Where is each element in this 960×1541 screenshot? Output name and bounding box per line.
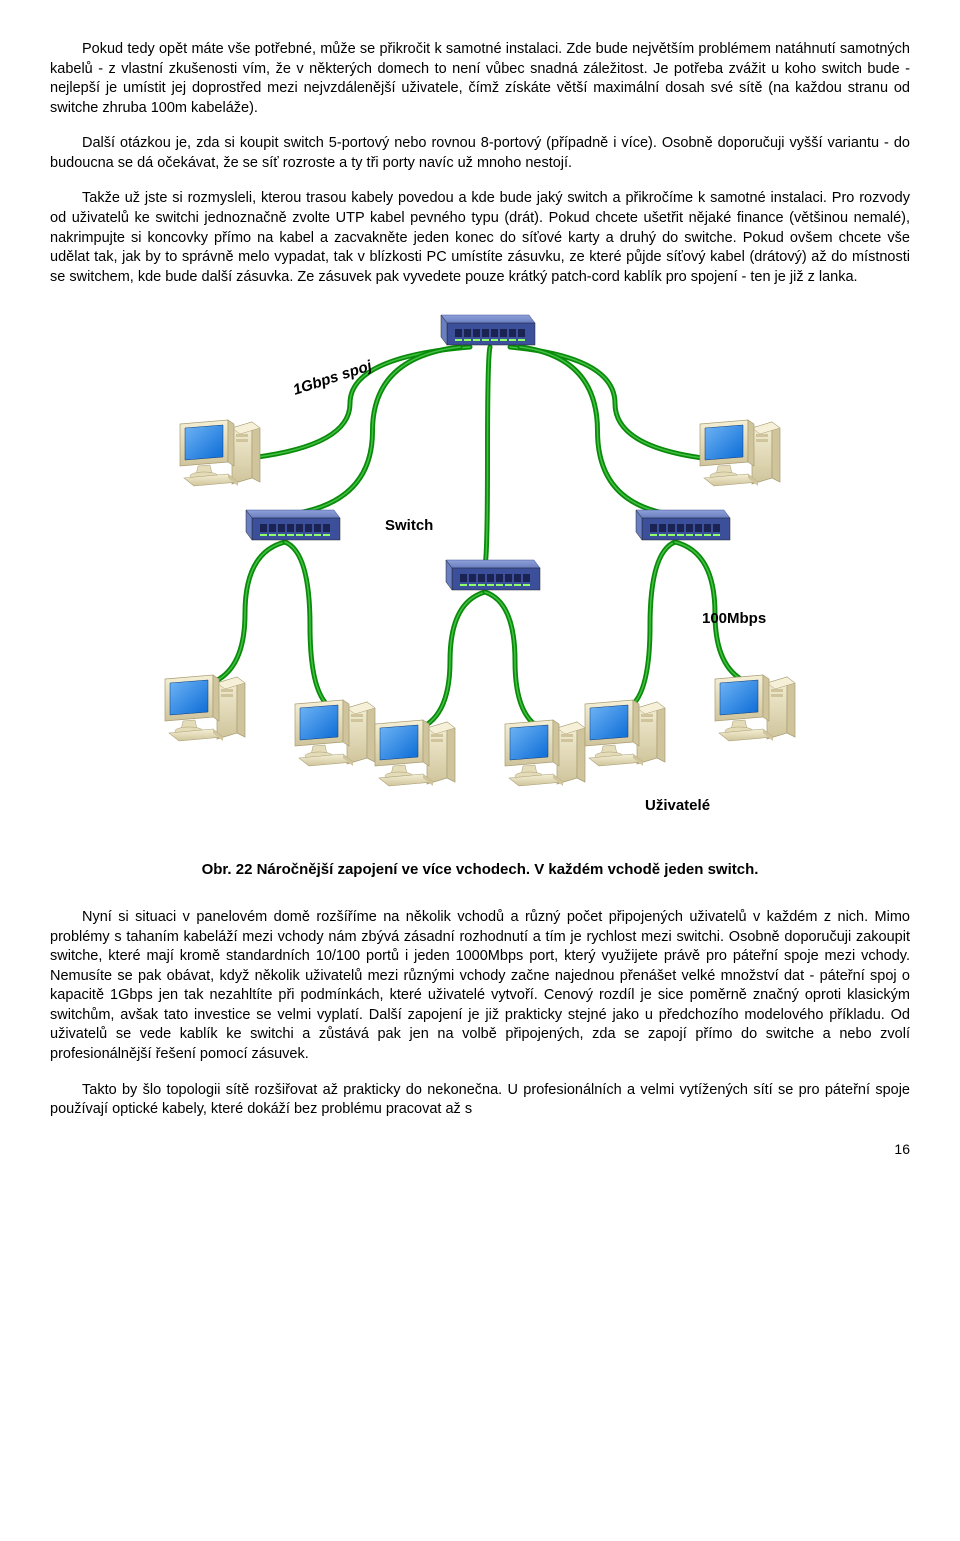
page-number: 16	[50, 1140, 910, 1159]
computer-icon	[505, 720, 585, 786]
paragraph-2: Další otázkou je, zda si koupit switch 5…	[50, 134, 910, 173]
computer-icon	[375, 720, 455, 786]
computer-icon	[165, 675, 245, 741]
computer-icon	[180, 420, 260, 486]
computer-icon	[295, 700, 375, 766]
switch-icon	[441, 315, 535, 345]
computer-icon	[700, 420, 780, 486]
network-diagram: 1Gbps spojSwitch100MbpsUživatelé	[140, 305, 820, 842]
switch-icon	[636, 510, 730, 540]
computer-icon	[585, 700, 665, 766]
computer-icon	[715, 675, 795, 741]
switch-icon	[246, 510, 340, 540]
figure-caption: Obr. 22 Náročnější zapojení ve více vcho…	[50, 860, 910, 880]
users-label: Uživatelé	[645, 797, 710, 814]
paragraph-5: Takto by šlo topologii sítě rozšiřovat a…	[50, 1081, 910, 1120]
paragraph-1: Pokud tedy opět máte vše potřebné, může …	[50, 40, 910, 118]
switch-icon	[446, 560, 540, 590]
paragraph-4: Nyní si situaci v panelovém domě rozšíří…	[50, 908, 910, 1065]
switch-label: Switch	[385, 517, 433, 534]
paragraph-3: Takže už jste si rozmysleli, kterou tras…	[50, 189, 910, 287]
speed-label: 100Mbps	[702, 610, 766, 627]
